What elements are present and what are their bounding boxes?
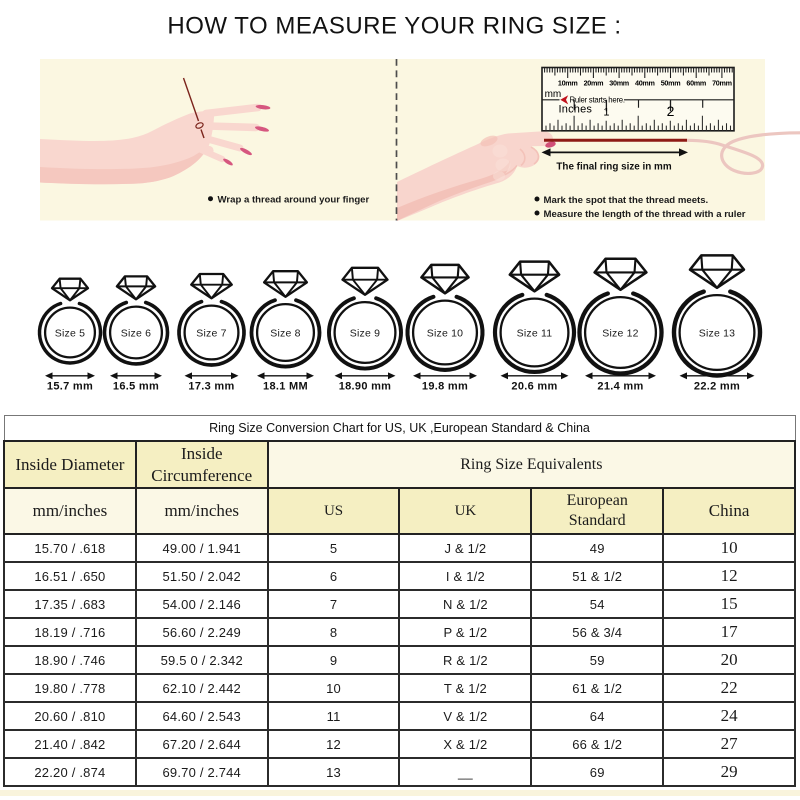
svg-text:Mark the spot that the thread: Mark the spot that the thread meets. [544, 195, 709, 206]
svg-text:Size 10: Size 10 [427, 327, 463, 339]
svg-text:Wrap a thread around your fing: Wrap a thread around your finger [218, 195, 370, 206]
svg-text:40mm: 40mm [635, 78, 655, 87]
svg-text:10mm: 10mm [558, 78, 578, 87]
svg-text:19.8 mm: 19.8 mm [422, 381, 468, 393]
svg-text:mm: mm [545, 89, 562, 100]
svg-text:20mm: 20mm [584, 78, 604, 87]
svg-text:Size 11: Size 11 [517, 327, 553, 339]
svg-text:1: 1 [603, 107, 609, 119]
svg-text:Size 5: Size 5 [55, 327, 85, 339]
svg-text:The final ring size in mm: The final ring size in mm [556, 162, 671, 173]
svg-text:HOW TO MEASURE YOUR RING SIZE: HOW TO MEASURE YOUR RING SIZE : [167, 13, 621, 40]
svg-text:Ruler starts here.: Ruler starts here. [570, 96, 625, 105]
svg-text:21.4 mm: 21.4 mm [597, 381, 643, 393]
svg-text:22.2 mm: 22.2 mm [694, 381, 740, 393]
svg-text:Size 7: Size 7 [196, 327, 226, 339]
svg-text:18.1 MM: 18.1 MM [263, 381, 308, 393]
svg-text:30mm: 30mm [609, 78, 629, 87]
svg-text:17.3 mm: 17.3 mm [188, 381, 234, 393]
svg-text:Measure the length of the thre: Measure the length of the thread with a … [544, 209, 746, 220]
svg-text:70mm: 70mm [712, 78, 732, 87]
svg-text:Size 9: Size 9 [350, 327, 380, 339]
svg-text:Size 12: Size 12 [602, 327, 638, 339]
svg-text:18.90 mm: 18.90 mm [339, 381, 392, 393]
svg-text:20.6 mm: 20.6 mm [511, 381, 557, 393]
svg-text:Size 6: Size 6 [121, 327, 151, 339]
svg-text:15.7 mm: 15.7 mm [47, 381, 93, 393]
svg-text:2: 2 [667, 103, 675, 119]
svg-text:50mm: 50mm [661, 78, 681, 87]
svg-text:Size 13: Size 13 [699, 327, 735, 339]
svg-text:Inches: Inches [559, 104, 593, 116]
svg-text:60mm: 60mm [686, 78, 706, 87]
svg-text:16.5 mm: 16.5 mm [113, 381, 159, 393]
svg-text:Size 8: Size 8 [270, 327, 300, 339]
